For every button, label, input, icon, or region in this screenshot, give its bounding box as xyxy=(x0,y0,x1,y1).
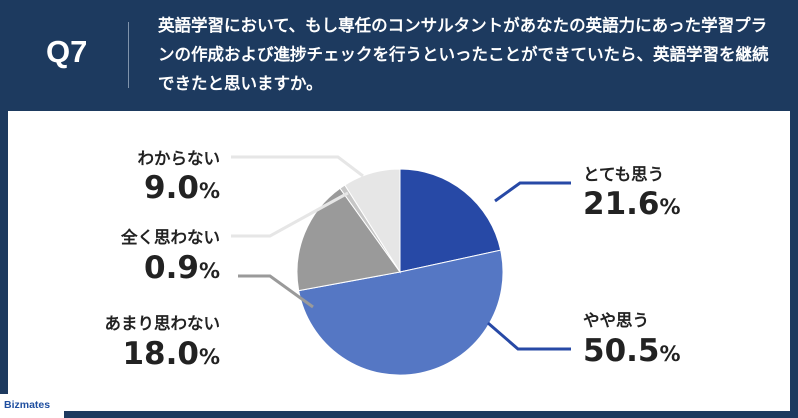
logo-text: Bizmates xyxy=(4,399,51,411)
slice-category-label: とても思う xyxy=(583,165,664,184)
slice-value-label: 0.9% xyxy=(144,250,220,286)
slice-value-label: 18.0% xyxy=(122,336,220,372)
leader-line xyxy=(487,321,571,351)
slice-value-label: 50.5% xyxy=(583,333,681,369)
leader-lines xyxy=(231,155,571,351)
pie-chart: とても思う 21.6% やや思う 50.5% あまり思わない 18.0% 全く思わない 0.9… xyxy=(105,149,681,376)
chart-panel: とても思う 21.6% やや思う 50.5% あまり思わない 18.0% 全く思わない 0.9… xyxy=(8,111,790,411)
slice-labels: とても思う 21.6% やや思う 50.5% あまり思わない 18.0% 全く思わない 0.9… xyxy=(105,149,681,372)
leader-line xyxy=(231,155,364,178)
pie-slice xyxy=(296,187,401,292)
pie-slices xyxy=(296,168,504,376)
bizmates-logo: Bizmates xyxy=(0,394,64,418)
slice-category-label: やや思う xyxy=(583,311,649,330)
slice-value-label: 21.6% xyxy=(583,186,681,222)
question-text: 英語学習において、もし専任のコンサルタントがあなたの英語力にあった学習プランの作… xyxy=(158,16,769,93)
leader-line xyxy=(231,191,349,238)
leader-line xyxy=(238,274,314,309)
header-divider xyxy=(128,22,129,88)
leader-line xyxy=(494,181,571,203)
header: Q7 英語学習において、もし専任のコンサルタントがあなたの英語力にあった学習プラ… xyxy=(0,0,798,108)
pie-slice xyxy=(399,168,502,273)
slice-category-label: あまり思わない xyxy=(105,314,221,333)
pie-slice xyxy=(344,168,401,274)
slice-category-label: わからない xyxy=(138,149,221,168)
slice-category-label: 全く思わない xyxy=(120,227,220,247)
slice-value-label: 9.0% xyxy=(144,170,220,206)
question-number: Q7 xyxy=(46,34,88,69)
